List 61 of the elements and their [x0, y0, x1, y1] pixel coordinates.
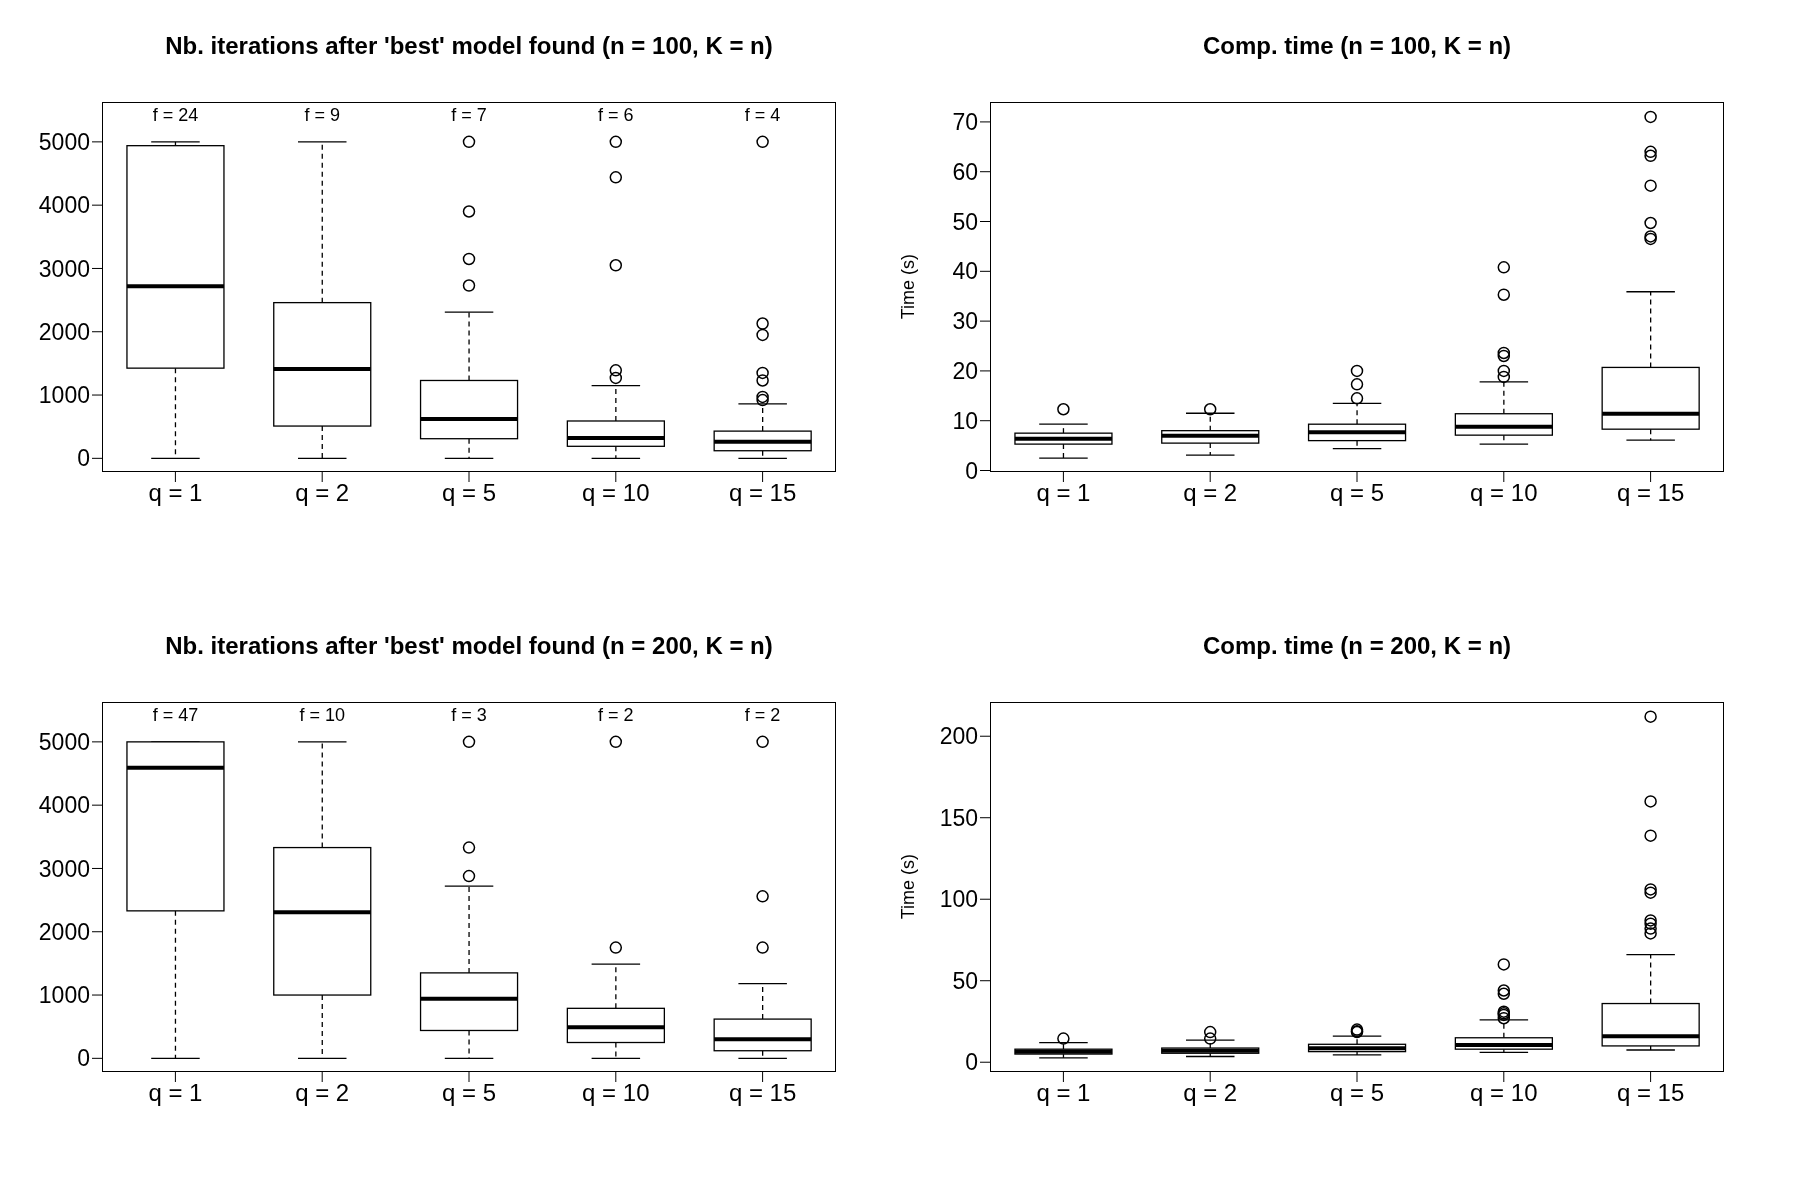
annotation: f = 6 [598, 104, 634, 125]
x-tick-label: q = 5 [1329, 479, 1385, 507]
y-tick-label: 3000 [38, 255, 90, 282]
annotation: f = 4 [744, 104, 781, 125]
y-tick-label: 200 [939, 723, 978, 750]
annotation: f = 2 [744, 704, 781, 725]
y-axis-title: Time (s) [898, 254, 919, 320]
annotation: f = 2 [598, 704, 634, 725]
x-tick-label: q = 2 [295, 1079, 350, 1107]
y-tick-label: 20 [952, 358, 978, 385]
y-tick-label: 1000 [38, 382, 90, 409]
x-tick-label: q = 1 [1036, 479, 1091, 507]
annotation: f = 3 [451, 704, 487, 725]
chart-title: Nb. iterations after 'best' model found (n = 200, K = n) [164, 631, 774, 661]
y-tick-label: 0 [965, 1049, 978, 1076]
x-tick-label: q = 10 [1470, 479, 1538, 507]
x-tick-label: q = 2 [1183, 1079, 1238, 1107]
y-tick-label: 4000 [38, 792, 90, 819]
y-tick-label: 50 [952, 967, 978, 994]
x-tick-label: q = 15 [728, 479, 797, 507]
annotation: f = 10 [299, 704, 345, 725]
x-tick-label: q = 5 [1329, 1079, 1385, 1107]
y-tick-label: 0 [77, 1045, 90, 1072]
y-tick-label: 3000 [38, 855, 90, 882]
x-tick-label: q = 10 [582, 479, 650, 507]
y-tick-label: 0 [965, 457, 978, 484]
x-tick-label: q = 10 [582, 1079, 650, 1107]
y-tick-label: 1000 [38, 982, 90, 1009]
y-tick-label: 2000 [38, 318, 90, 345]
x-tick-label: q = 15 [1616, 479, 1685, 507]
y-tick-label: 100 [939, 886, 978, 913]
y-tick-label: 40 [952, 258, 978, 285]
y-tick-label: 150 [939, 804, 978, 831]
chart-title: Comp. time (n = 200, K = n) [1201, 631, 1513, 661]
y-axis-title: Time (s) [898, 854, 919, 920]
y-tick-label: 0 [77, 445, 90, 472]
x-tick-label: q = 15 [1616, 1079, 1685, 1107]
x-tick-label: q = 10 [1470, 1079, 1538, 1107]
chart-title: Comp. time (n = 100, K = n) [1201, 31, 1513, 61]
x-tick-label: q = 1 [148, 1079, 203, 1107]
y-tick-label: 2000 [38, 918, 90, 945]
y-tick-label: 5000 [38, 729, 90, 756]
x-tick-label: q = 1 [1036, 1079, 1091, 1107]
x-tick-label: q = 5 [441, 479, 497, 507]
x-tick-label: q = 1 [148, 479, 203, 507]
annotation: f = 9 [304, 104, 340, 125]
annotation: f = 7 [451, 104, 487, 125]
y-tick-label: 10 [952, 407, 978, 434]
y-tick-label: 5000 [38, 129, 90, 156]
x-tick-label: q = 5 [441, 1079, 497, 1107]
y-tick-label: 50 [952, 208, 978, 235]
x-tick-label: q = 15 [728, 1079, 797, 1107]
annotation: f = 24 [152, 104, 199, 125]
y-tick-label: 70 [952, 109, 978, 136]
annotation: f = 47 [152, 704, 199, 725]
x-tick-label: q = 2 [1183, 479, 1238, 507]
x-tick-label: q = 2 [295, 479, 350, 507]
y-tick-label: 60 [952, 158, 978, 185]
y-tick-label: 4000 [38, 192, 90, 219]
chart-title: Nb. iterations after 'best' model found (n = 100, K = n) [164, 31, 774, 61]
y-tick-label: 30 [952, 308, 978, 335]
